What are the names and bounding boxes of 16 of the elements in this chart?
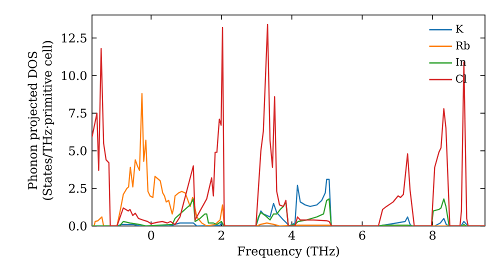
y-tick-label: 10.0 xyxy=(62,71,86,80)
legend-label: Rb xyxy=(456,41,470,50)
y-tick-label: 2.5 xyxy=(69,184,86,193)
legend-label: K xyxy=(456,24,464,33)
y-tick-label: 5.0 xyxy=(69,146,86,156)
x-tick-label: 8 xyxy=(430,230,436,240)
x-axis-title: Frequency (THz) xyxy=(238,246,339,258)
y-tick-label: 7.5 xyxy=(69,108,86,118)
y-tick-label: 0.0 xyxy=(69,221,86,231)
y-tick-label: 12.5 xyxy=(62,33,86,43)
x-tick-label: 0 xyxy=(148,230,154,240)
x-tick-label: 6 xyxy=(359,230,366,240)
y-axis-title: Phonon projected DOS (States/THz·primitive cell) xyxy=(28,41,54,200)
x-tick-label: 4 xyxy=(288,230,296,240)
legend-label: In xyxy=(456,58,466,66)
x-tick-label: 2 xyxy=(218,230,224,240)
